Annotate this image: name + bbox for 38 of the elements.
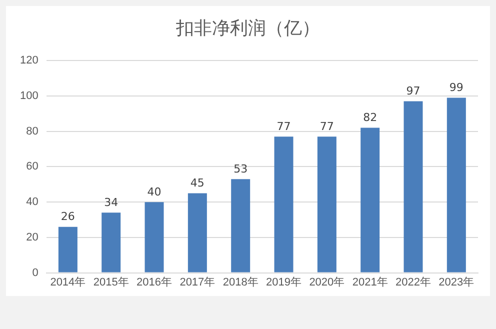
bar [404,101,423,272]
y-tick-label: 100 [20,90,38,102]
data-label: 77 [320,120,334,133]
bar [317,136,336,272]
data-label: 40 [147,185,162,198]
bar [446,98,466,272]
x-tick-label: 2017年 [180,276,216,288]
x-tick-label: 2023年 [438,276,474,288]
y-tick-label: 20 [26,231,38,244]
x-tick-label: 2022年 [396,276,431,288]
bar [231,179,250,272]
y-tick-label: 40 [26,196,38,208]
data-label: 26 [60,210,75,224]
data-label: 45 [190,176,204,190]
x-tick-label: 2019年 [266,276,302,288]
data-label: 82 [363,111,378,124]
x-tick-label: 2015年 [93,276,129,288]
data-label: 34 [104,196,118,210]
y-tick-label: 80 [26,125,38,138]
chart-title: 扣非净利润（亿） [175,17,321,40]
x-tick-label: 2014年 [50,276,86,288]
bar [102,212,121,272]
bar [58,226,78,272]
y-tick-label: 120 [20,54,38,67]
bar [274,136,294,272]
data-label: 97 [406,84,420,98]
y-tick-label: 0 [32,266,38,279]
x-tick-label: 2016年 [136,276,172,288]
x-tick-label: 2018年 [222,276,258,288]
bar [144,202,164,272]
data-label: 77 [276,120,291,133]
data-label: 99 [449,81,464,94]
bar [188,193,207,272]
x-tick-label: 2020年 [309,276,345,288]
y-tick-label: 60 [26,160,38,173]
x-tick-label: 2021年 [352,276,388,288]
bar [360,128,380,272]
data-label: 53 [234,162,248,176]
